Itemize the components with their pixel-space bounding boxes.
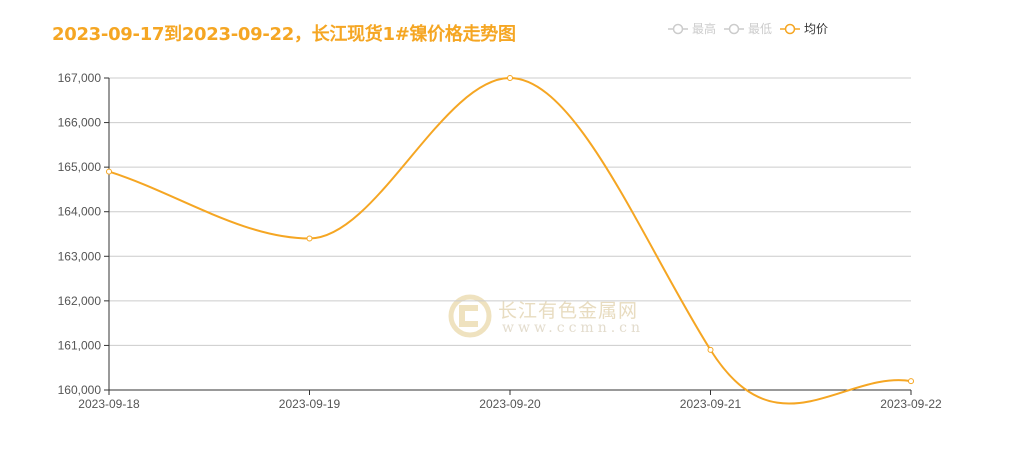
average-price-line bbox=[108, 76, 912, 405]
x-axis: 2023-09-18 2023-09-19 2023-09-20 2023-09-21… bbox=[78, 389, 942, 411]
y-axis: 160,000 161,000 162,000 163,000 164,000 165,0… bbox=[58, 71, 110, 397]
legend-item-high[interactable]: 最高 bbox=[668, 20, 716, 37]
x-tick-label: 2023-09-19 bbox=[279, 397, 341, 411]
ccmn-logo-icon bbox=[448, 294, 492, 338]
y-tick-label: 163,000 bbox=[58, 249, 102, 263]
legend-line-circle-icon bbox=[780, 23, 801, 34]
data-point[interactable] bbox=[707, 346, 714, 353]
x-tick-label: 2023-09-21 bbox=[680, 397, 742, 411]
legend-label: 均价 bbox=[804, 22, 829, 36]
legend-label: 最高 bbox=[692, 22, 717, 36]
y-tick-label: 162,000 bbox=[58, 294, 102, 308]
legend-line-circle-icon bbox=[724, 23, 745, 34]
y-tick-label: 161,000 bbox=[58, 338, 102, 352]
y-tick-label: 166,000 bbox=[58, 116, 102, 130]
x-tick-label: 2023-09-20 bbox=[479, 397, 541, 411]
gridlines bbox=[109, 77, 911, 346]
data-points bbox=[106, 75, 914, 385]
y-tick-label: 167,000 bbox=[58, 71, 102, 85]
chart-title: 2023-09-17到2023-09-22，长江现货1#镍价格走势图 bbox=[52, 24, 516, 45]
legend: 最高 最低 均价 bbox=[668, 20, 836, 37]
data-point[interactable] bbox=[908, 378, 914, 385]
x-tick-label: 2023-09-22 bbox=[880, 397, 942, 411]
data-point[interactable] bbox=[106, 168, 112, 175]
y-tick-label: 164,000 bbox=[58, 205, 102, 219]
data-point[interactable] bbox=[306, 235, 313, 242]
x-tick-label: 2023-09-18 bbox=[78, 397, 140, 411]
watermark-name: 长江有色金属网 bbox=[498, 300, 639, 322]
watermark-url: www.ccmn.cn bbox=[502, 320, 645, 336]
legend-item-low[interactable]: 最低 bbox=[724, 20, 772, 37]
legend-label: 最低 bbox=[748, 22, 773, 36]
legend-item-average[interactable]: 均价 bbox=[780, 20, 828, 37]
data-point[interactable] bbox=[507, 75, 513, 81]
y-tick-label: 165,000 bbox=[58, 160, 102, 174]
legend-line-circle-icon bbox=[668, 23, 688, 34]
y-tick-label: 160,000 bbox=[58, 383, 102, 397]
